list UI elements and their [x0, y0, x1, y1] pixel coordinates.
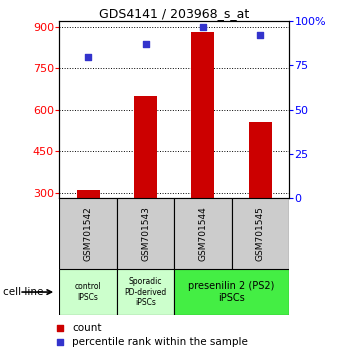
Text: control
IPSCs: control IPSCs: [75, 282, 102, 302]
Point: [258, 33, 263, 38]
Point: [57, 340, 63, 346]
Bar: [174, 269, 289, 315]
Bar: [232, 198, 289, 269]
Bar: [59, 269, 117, 315]
Bar: [59, 198, 117, 269]
Bar: [134, 96, 157, 276]
Text: cell line: cell line: [3, 287, 44, 297]
Text: presenilin 2 (PS2)
iPSCs: presenilin 2 (PS2) iPSCs: [188, 281, 275, 303]
Bar: [117, 269, 174, 315]
Text: Sporadic
PD-derived
iPSCs: Sporadic PD-derived iPSCs: [124, 277, 167, 307]
Text: count: count: [72, 322, 102, 332]
Bar: [117, 198, 174, 269]
Text: GSM701543: GSM701543: [141, 206, 150, 261]
Text: GSM701542: GSM701542: [84, 206, 93, 261]
Bar: [77, 190, 100, 276]
Text: percentile rank within the sample: percentile rank within the sample: [72, 337, 248, 348]
Bar: [174, 198, 232, 269]
Point: [143, 41, 148, 47]
Point: [57, 325, 63, 330]
Title: GDS4141 / 203968_s_at: GDS4141 / 203968_s_at: [99, 7, 249, 20]
Point: [85, 54, 91, 59]
Text: GSM701544: GSM701544: [199, 206, 207, 261]
Point: [200, 24, 206, 29]
Text: GSM701545: GSM701545: [256, 206, 265, 261]
Bar: [191, 32, 215, 276]
Bar: [249, 122, 272, 276]
